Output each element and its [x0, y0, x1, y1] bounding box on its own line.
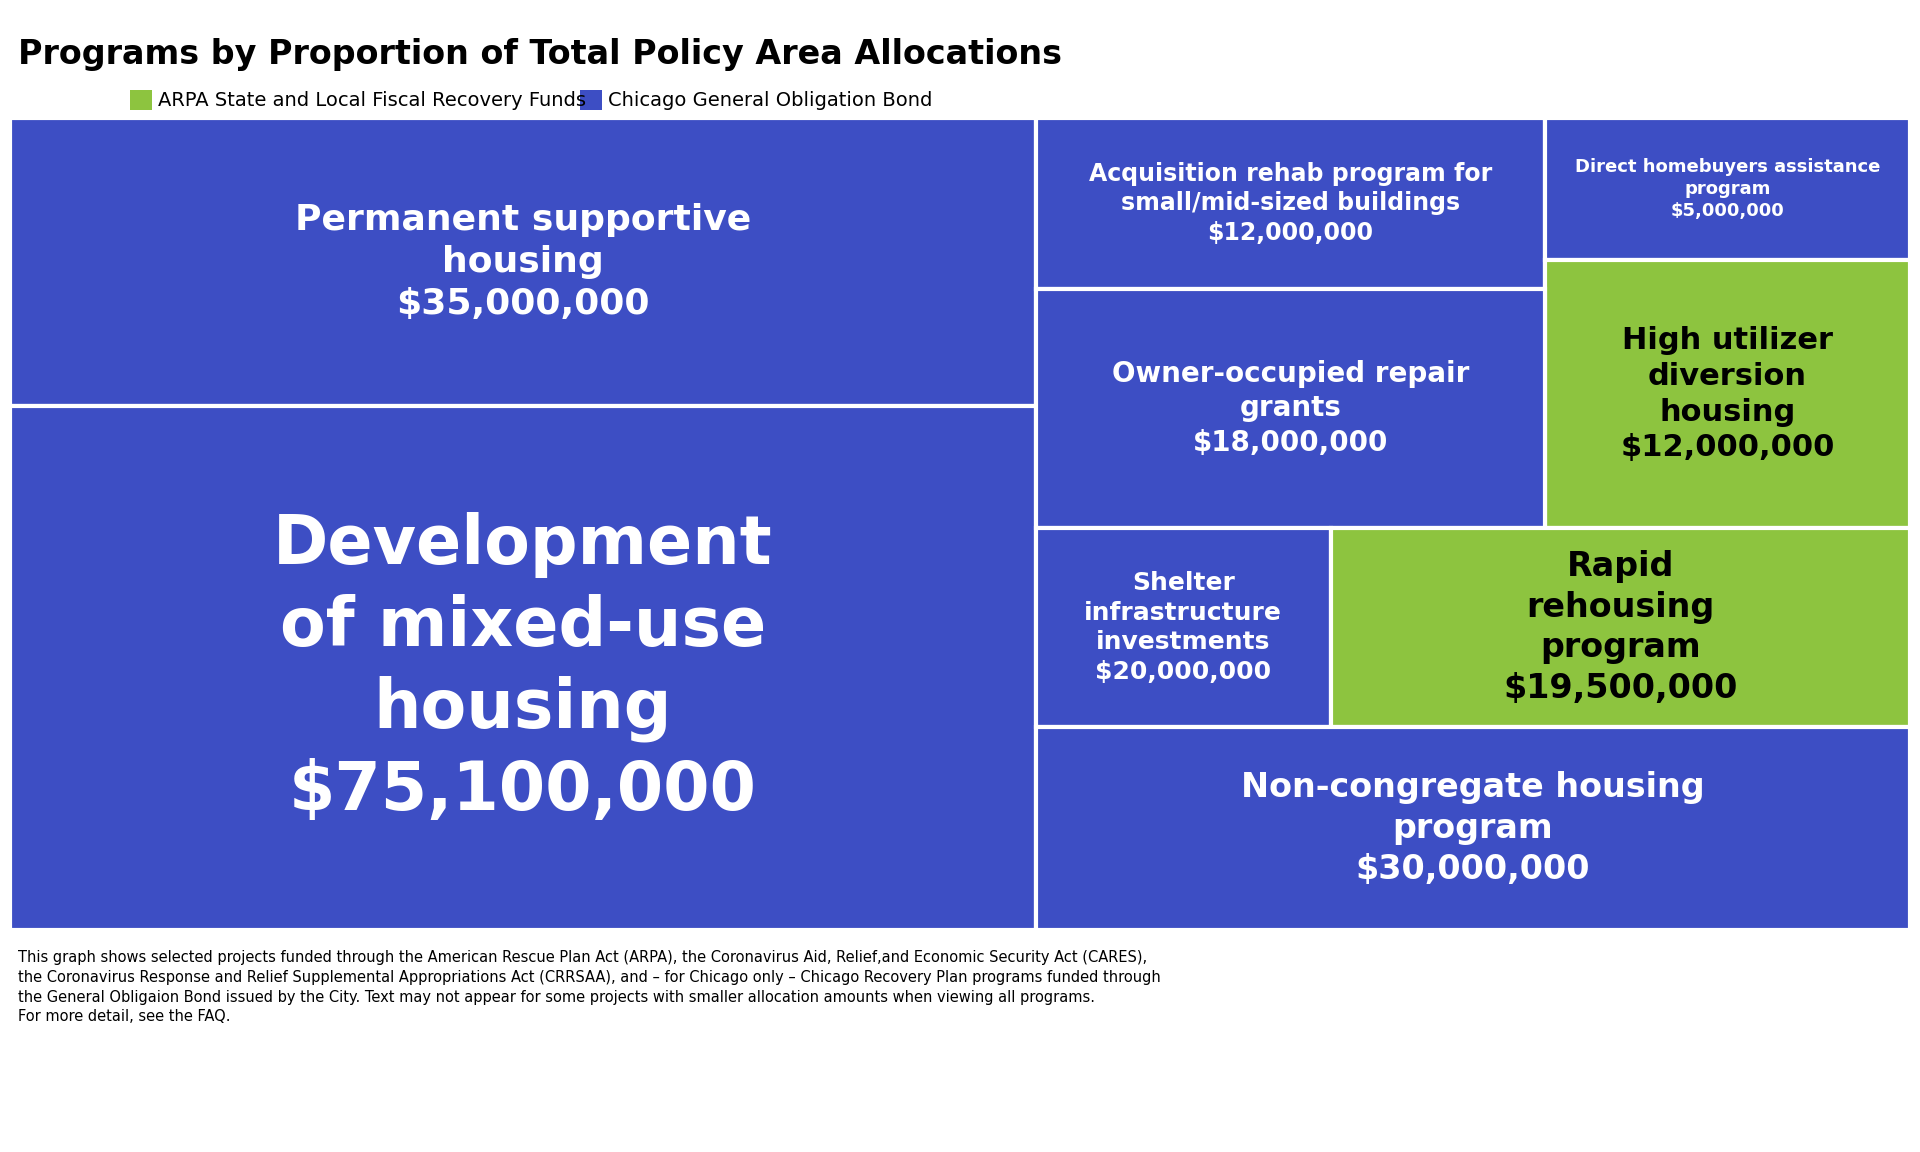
Bar	[1037, 528, 1331, 727]
Text: Chicago General Obligation Bond: Chicago General Obligation Bond	[609, 91, 933, 111]
Text: Non-congregate housing
program
$30,000,000: Non-congregate housing program $30,000,0…	[1240, 771, 1705, 886]
Text: ARPA State and Local Fiscal Recovery Funds: ARPA State and Local Fiscal Recovery Fun…	[157, 91, 586, 111]
Text: High utilizer
diversion
housing
$12,000,000: High utilizer diversion housing $12,000,…	[1620, 326, 1836, 462]
Text: Permanent supportive
housing
$35,000,000: Permanent supportive housing $35,000,000	[296, 203, 751, 321]
Text: Rapid
rehousing
program
$19,500,000: Rapid rehousing program $19,500,000	[1503, 550, 1738, 705]
Bar	[10, 407, 1037, 930]
Bar	[1037, 288, 1546, 528]
Text: Direct homebuyers assistance
program
$5,000,000: Direct homebuyers assistance program $5,…	[1574, 158, 1880, 220]
Bar	[1546, 260, 1910, 528]
Bar	[1037, 727, 1910, 930]
Text: Owner-occupied repair
grants
$18,000,000: Owner-occupied repair grants $18,000,000	[1112, 359, 1469, 457]
Bar	[131, 90, 152, 109]
Bar	[1546, 118, 1910, 260]
Text: Acquisition rehab program for
small/mid-sized buildings
$12,000,000: Acquisition rehab program for small/mid-…	[1089, 161, 1492, 245]
Bar	[580, 90, 603, 109]
Bar	[10, 118, 1037, 407]
Text: Development
of mixed-use
housing
$75,100,000: Development of mixed-use housing $75,100…	[273, 513, 774, 824]
Text: Shelter
infrastructure
investments
$20,000,000: Shelter infrastructure investments $20,0…	[1085, 571, 1283, 684]
Text: Programs by Proportion of Total Policy Area Allocations: Programs by Proportion of Total Policy A…	[17, 38, 1062, 71]
Bar	[1037, 118, 1546, 288]
Bar	[1331, 528, 1910, 727]
Text: This graph shows selected projects funded through the American Rescue Plan Act (: This graph shows selected projects funde…	[17, 950, 1162, 1024]
